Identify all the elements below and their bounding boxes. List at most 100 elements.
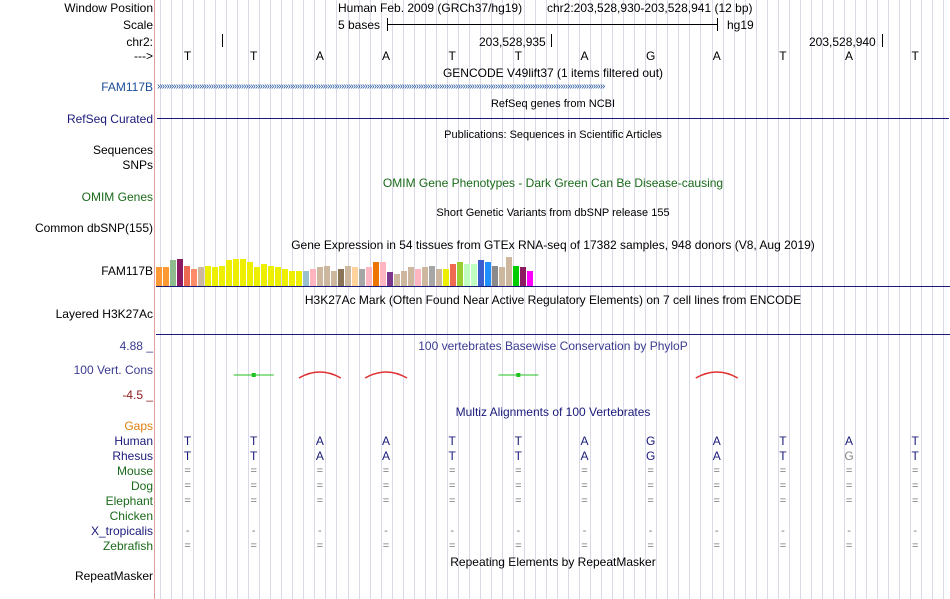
gtex-bar-chart[interactable]: [156, 252, 536, 286]
gtex-tissue-bar[interactable]: [282, 269, 288, 286]
refseq-track-label[interactable]: RefSeq Curated: [66, 112, 153, 126]
gtex-tissue-bar[interactable]: [317, 267, 323, 286]
gtex-tissue-bar[interactable]: [373, 262, 379, 286]
gtex-tissue-bar[interactable]: [219, 266, 225, 286]
gtex-tissue-bar[interactable]: [303, 271, 309, 286]
multiz-species-label[interactable]: Elephant: [105, 494, 153, 508]
gtex-tissue-bar[interactable]: [450, 264, 456, 286]
gtex-tissue-bar[interactable]: [380, 262, 386, 286]
multiz-cell: =: [845, 480, 853, 492]
multiz-species-label[interactable]: Chicken: [109, 509, 153, 523]
gtex-tissue-bar[interactable]: [366, 267, 372, 286]
grid-line: [579, 0, 580, 599]
grid-line: [778, 0, 779, 599]
grid-line: [370, 0, 371, 599]
gtex-tissue-bar[interactable]: [191, 269, 197, 286]
gtex-tissue-bar[interactable]: [163, 267, 169, 286]
scale-right-text: hg19: [727, 18, 754, 32]
gtex-tissue-bar[interactable]: [506, 257, 512, 286]
gtex-tissue-bar[interactable]: [520, 267, 526, 286]
gtex-tissue-bar[interactable]: [485, 262, 491, 286]
grid-line: [921, 0, 922, 599]
gtex-tissue-bar[interactable]: [513, 266, 519, 286]
gtex-tissue-bar[interactable]: [212, 267, 218, 286]
gtex-tissue-bar[interactable]: [233, 259, 239, 286]
refseq-gene-line[interactable]: [157, 118, 949, 119]
gtex-tissue-bar[interactable]: [184, 266, 190, 286]
multiz-species-label[interactable]: Rhesus: [112, 449, 153, 463]
multiz-cell: -: [648, 525, 653, 537]
gtex-tissue-bar[interactable]: [198, 267, 204, 286]
phylop-track-label[interactable]: 100 Vert. Cons: [73, 363, 153, 377]
grid-line: [877, 0, 878, 599]
gtex-tissue-bar[interactable]: [401, 271, 407, 286]
gtex-tissue-bar[interactable]: [443, 269, 449, 286]
publications-snps-label[interactable]: SNPs: [122, 158, 153, 172]
multiz-cell: A: [712, 449, 721, 463]
sequence-base: T: [250, 49, 258, 63]
gtex-tissue-bar[interactable]: [275, 267, 281, 286]
gtex-tissue-bar[interactable]: [247, 262, 253, 286]
gtex-tissue-bar[interactable]: [240, 259, 246, 286]
gtex-tissue-bar[interactable]: [254, 267, 260, 286]
gtex-tissue-bar[interactable]: [415, 269, 421, 286]
grid-line: [811, 0, 812, 599]
multiz-cell: T: [448, 434, 456, 448]
gtex-tissue-bar[interactable]: [499, 267, 505, 286]
gtex-tissue-bar[interactable]: [387, 272, 393, 286]
strand-arrow-label[interactable]: --->: [134, 49, 153, 63]
gtex-tissue-bar[interactable]: [359, 269, 365, 286]
multiz-cell: =: [647, 465, 654, 477]
multiz-species-label[interactable]: Mouse: [116, 464, 153, 478]
repeatmasker-track-title: Repeating Elements by RepeatMasker: [450, 555, 656, 569]
chrom-tick-mark: [222, 34, 223, 47]
gencode-gene-feature[interactable]: ››››››››››››››››››››››››››››››››››››››››…: [157, 81, 605, 92]
position-text[interactable]: chr2:203,528,930-203,528,941 (12 bp): [547, 1, 753, 15]
gtex-tissue-bar[interactable]: [492, 266, 498, 286]
multiz-species-label[interactable]: X_tropicalis: [90, 524, 153, 538]
multiz-cell: =: [448, 480, 456, 492]
gtex-tissue-bar[interactable]: [331, 271, 337, 286]
gtex-tissue-bar[interactable]: [170, 260, 176, 286]
gtex-tissue-bar[interactable]: [289, 271, 295, 286]
multiz-species-label[interactable]: Dog: [130, 479, 153, 493]
gtex-tissue-bar[interactable]: [177, 259, 183, 286]
publications-sequences-label[interactable]: Sequences: [92, 143, 153, 157]
gencode-gene-label[interactable]: FAM117B: [101, 80, 153, 94]
gtex-track-label[interactable]: FAM117B: [101, 264, 153, 278]
repeatmasker-track-label[interactable]: RepeatMasker: [74, 569, 153, 583]
multiz-cell: A: [712, 434, 721, 448]
gtex-tissue-bar[interactable]: [296, 271, 302, 286]
multiz-gaps-label[interactable]: Gaps: [124, 419, 153, 433]
gtex-tissue-bar[interactable]: [527, 271, 533, 286]
gtex-tissue-bar[interactable]: [310, 269, 316, 286]
gtex-tissue-bar[interactable]: [422, 267, 428, 286]
gtex-tissue-bar[interactable]: [268, 266, 274, 286]
gtex-tissue-bar[interactable]: [324, 266, 330, 286]
gtex-tissue-bar[interactable]: [464, 264, 470, 286]
gtex-tissue-bar[interactable]: [429, 266, 435, 286]
phylop-conservation-plot[interactable]: [156, 360, 950, 390]
gtex-tissue-bar[interactable]: [478, 260, 484, 286]
gtex-tissue-bar[interactable]: [457, 262, 463, 286]
gtex-tissue-bar[interactable]: [261, 264, 267, 286]
multiz-species-label[interactable]: Zebrafish: [102, 539, 153, 553]
gtex-tissue-bar[interactable]: [345, 266, 351, 286]
gtex-tissue-bar[interactable]: [408, 267, 414, 286]
gtex-tissue-bar[interactable]: [226, 260, 232, 286]
grid-line: [612, 0, 613, 599]
h3k27ac-track-label[interactable]: Layered H3K27Ac: [55, 307, 153, 321]
multiz-cell: T: [911, 434, 919, 448]
gtex-tissue-bar[interactable]: [436, 269, 442, 286]
grid-line: [204, 0, 205, 599]
omim-track-label[interactable]: OMIM Genes: [81, 190, 153, 204]
dbsnp-track-label[interactable]: Common dbSNP(155): [34, 221, 153, 235]
multiz-species-label[interactable]: Human: [114, 434, 153, 448]
gtex-tissue-bar[interactable]: [352, 267, 358, 286]
gtex-tissue-bar[interactable]: [205, 266, 211, 286]
gtex-tissue-bar[interactable]: [156, 267, 162, 286]
gtex-tissue-bar[interactable]: [471, 264, 477, 286]
gtex-tissue-bar[interactable]: [338, 269, 344, 286]
phylop-max-label: 4.88 _: [119, 339, 153, 353]
gtex-tissue-bar[interactable]: [394, 274, 400, 286]
